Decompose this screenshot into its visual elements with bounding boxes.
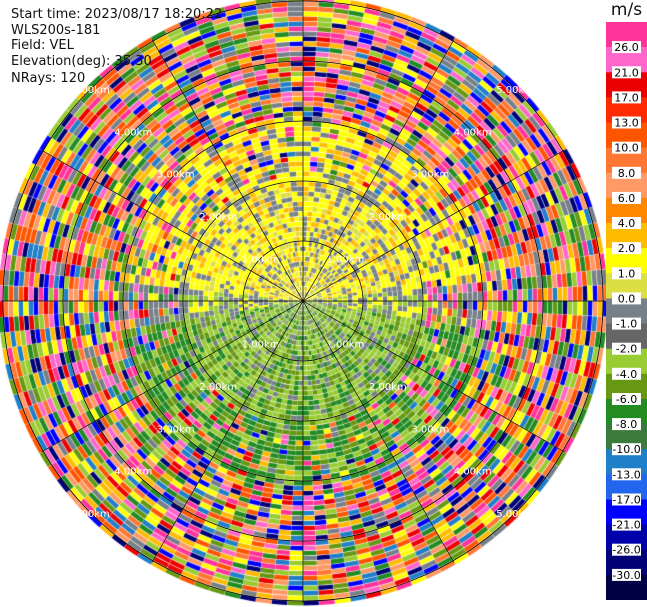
azimuth-spoke: [151, 39, 304, 302]
colorbar-tick-label: 10.0: [614, 142, 639, 155]
range-ring-label: 3.00km: [157, 424, 195, 435]
colorbar-tick-label: -26.0: [612, 544, 640, 557]
colorbar-tick-label: 13.0: [614, 117, 639, 130]
range-ring-label: 1.00km: [242, 339, 280, 350]
colorbar-tick-bg: [612, 543, 641, 556]
azimuth-spoke: [41, 149, 304, 302]
colorbar-tick-label: -8.0: [616, 418, 637, 431]
colorbar-tick-bg: [612, 116, 641, 129]
colorbar-unit: m/s: [610, 0, 643, 20]
azimuth-spoke: [302, 300, 455, 563]
colorbar-tick-bg: [612, 418, 641, 431]
colorbar-tick-bg: [612, 393, 641, 405]
colorbar-tick-label: 1.0: [618, 267, 636, 280]
colorbar-tick-bg: [612, 141, 641, 154]
colorbar-tick-label: -13.0: [612, 468, 640, 481]
colorbar-tick-bg: [612, 568, 641, 581]
station-label: WLS200s-181: [11, 23, 101, 38]
colorbar-tick-label: -6.0: [616, 393, 637, 406]
colorbar-tick-label: 26.0: [614, 41, 639, 54]
colorbar-tick-bg: [612, 443, 641, 456]
range-ring-label: 4.00km: [454, 467, 492, 478]
range-ring-label: 5.00km: [72, 85, 110, 96]
range-ring-label: 1.00km: [242, 255, 280, 266]
colorbar-tick-bg: [612, 242, 641, 255]
colorbar-tick-bg: [612, 367, 641, 380]
azimuth-spoke: [302, 149, 565, 302]
colorbar-tick-label: -10.0: [612, 443, 640, 456]
colorbar-tick-bg: [612, 166, 641, 179]
colorbar-tick-label: 6.0: [618, 192, 636, 205]
range-ring-label: 4.00km: [114, 127, 152, 138]
colorbar-tick-label: -4.0: [616, 368, 637, 381]
range-ring-label: 1.00km: [326, 255, 364, 266]
colorbar-tick-label: 4.0: [618, 217, 636, 230]
field-label: Field: VEL: [11, 38, 74, 53]
range-ring-label: 2.00km: [369, 382, 407, 393]
colorbar-tick-label: 2.0: [618, 242, 636, 255]
range-ring-label: 4.00km: [454, 127, 492, 138]
azimuth-spoke: [151, 300, 304, 563]
range-ring-label: 4.00km: [114, 467, 152, 478]
colorbar-tick-bg: [612, 292, 641, 305]
colorbar: 26.0 21.0 17.0 13.0 10.0 8.0 6.0 4.0 2.0 1.0 0.0 -1…: [606, 22, 647, 600]
colorbar-tick-label: -17.0: [612, 494, 640, 507]
colorbar-tick-bg: [612, 342, 641, 355]
colorbar-tick-label: -2.0: [616, 343, 637, 356]
colorbar-tick-bg: [612, 468, 641, 481]
elevation-label: Elevation(deg): 35.30: [11, 54, 152, 69]
colorbar-tick-label: -30.0: [612, 569, 640, 582]
colorbar-tick-bg: [612, 317, 641, 330]
range-ring-label: 5.00km: [496, 509, 534, 520]
colorbar-tick-bg: [612, 493, 641, 506]
colorbar-tick-bg: [612, 267, 641, 280]
colorbar-tick-label: 8.0: [618, 167, 636, 180]
start-time-label: Start time: 2023/08/17 18:20:22: [11, 7, 223, 22]
colorbar-tick-bg: [612, 217, 641, 229]
colorbar-tick-bg: [612, 518, 641, 531]
nrays-label: NRays: 120: [11, 71, 86, 86]
range-ring-label: 5.00km: [496, 85, 534, 96]
range-ring-label: 3.00km: [157, 170, 195, 181]
colorbar-tick-bg: [612, 191, 641, 204]
range-ring-label: 2.00km: [199, 212, 237, 223]
colorbar-tick-bg: [612, 66, 641, 79]
range-ring-label: 3.00km: [411, 170, 449, 181]
azimuth-spoke: [41, 300, 304, 453]
azimuth-spoke: [302, 39, 455, 302]
range-ring-label: 3.00km: [411, 424, 449, 435]
range-ring-label: 5.00km: [72, 509, 110, 520]
colorbar-tick-label: 0.0: [618, 292, 636, 305]
colorbar-tick-label: 21.0: [614, 66, 639, 79]
colorbar-tick-label: -1.0: [616, 318, 637, 331]
range-ring-label: 2.00km: [369, 212, 407, 223]
range-ring-label: 2.00km: [199, 382, 237, 393]
colorbar-tick-bg: [612, 91, 641, 104]
range-ring-label: 1.00km: [326, 339, 364, 350]
colorbar-tick-bg: [612, 41, 641, 54]
colorbar-tick-label: -21.0: [612, 519, 640, 532]
colorbar-tick-label: 17.0: [614, 91, 639, 104]
azimuth-spoke: [302, 300, 565, 453]
